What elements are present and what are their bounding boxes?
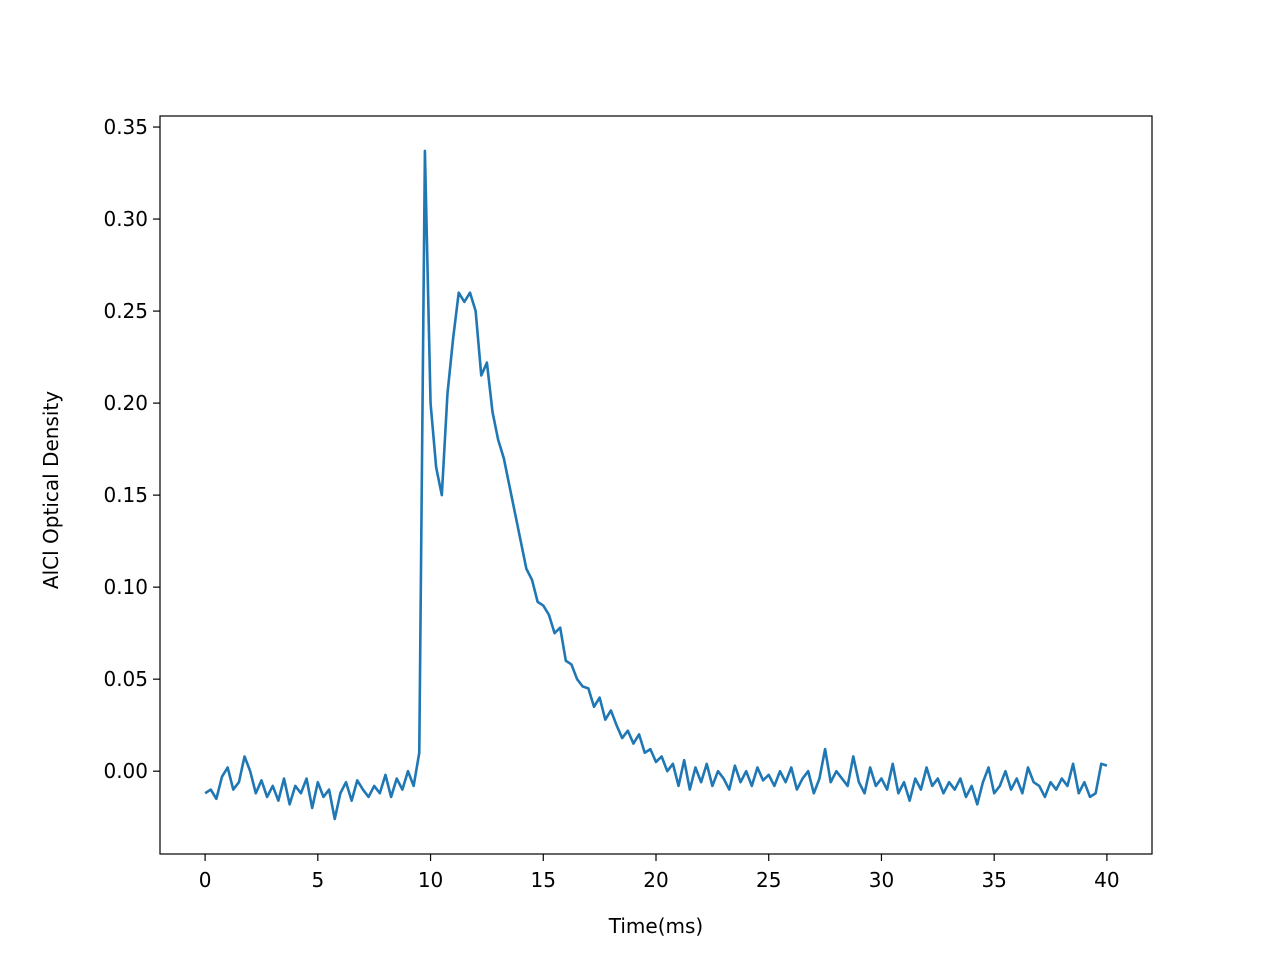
plot-frame bbox=[159, 115, 1153, 855]
data-line bbox=[204, 149, 1108, 821]
y-tick-label: 0.10 bbox=[103, 575, 148, 599]
x-tick-label: 10 bbox=[418, 868, 443, 892]
x-tick-label: 0 bbox=[199, 868, 212, 892]
y-tick-label: 0.20 bbox=[103, 391, 148, 415]
x-tick-label: 5 bbox=[311, 868, 324, 892]
y-tick-label: 0.25 bbox=[103, 299, 148, 323]
y-tick-label: 0.05 bbox=[103, 667, 148, 691]
x-tick-label: 20 bbox=[643, 868, 668, 892]
y-tick-label: 0.30 bbox=[103, 207, 148, 231]
y-tick-label: 0.00 bbox=[103, 759, 148, 783]
x-tick-label: 35 bbox=[981, 868, 1006, 892]
x-axis-label: Time(ms) bbox=[608, 914, 703, 938]
x-tick-label: 30 bbox=[869, 868, 894, 892]
y-tick-label: 0.15 bbox=[103, 483, 148, 507]
x-tick-label: 15 bbox=[531, 868, 556, 892]
x-tick-label: 25 bbox=[756, 868, 781, 892]
x-tick-label: 40 bbox=[1094, 868, 1119, 892]
y-axis-label: AlCl Optical Density bbox=[39, 391, 63, 589]
y-tick-label: 0.35 bbox=[103, 115, 148, 139]
